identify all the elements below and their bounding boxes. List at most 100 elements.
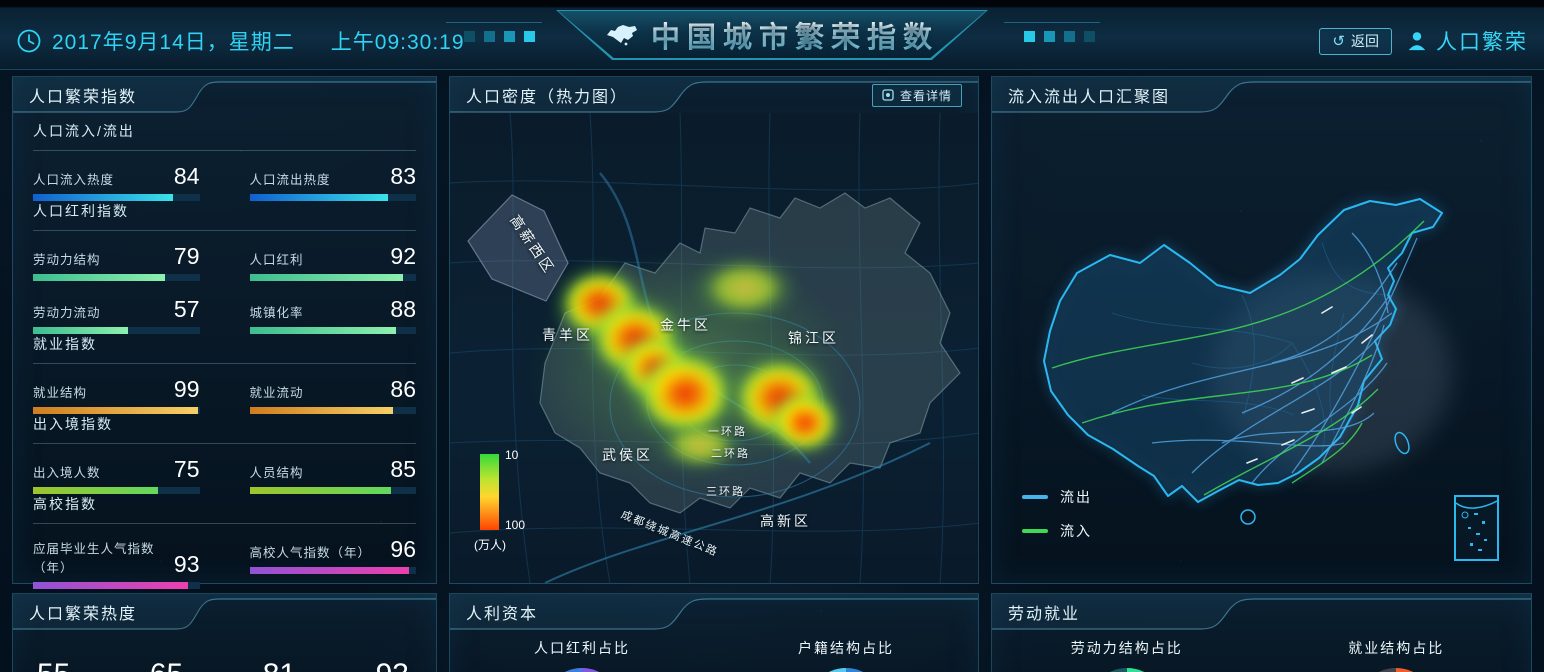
metric-value: 85	[390, 456, 416, 482]
flow-legend-item[interactable]: 流入	[1022, 521, 1092, 541]
metric-value: 86	[390, 376, 416, 402]
panel-head: 人利资本	[450, 594, 978, 630]
pie-chart-group: 户籍结构占比	[736, 638, 956, 672]
pie-chart[interactable]	[807, 668, 885, 672]
heat-value: 55	[37, 658, 70, 672]
header-time: 上午09:30:19	[330, 31, 465, 54]
road-label: 三环路	[706, 486, 745, 498]
panel-title: 人口繁荣指数	[29, 89, 138, 106]
header-deco-line-left	[446, 22, 542, 23]
metric-grid: 应届毕业生人气指数（年） 93 高校人气指数（年） 96	[33, 538, 416, 589]
metric-label: 劳动力流动	[33, 306, 101, 320]
metric-bar-track	[33, 274, 200, 281]
header-right-group: ↺ 返回 人口繁荣	[1319, 26, 1528, 56]
section-title: 人口红利指数	[33, 203, 129, 219]
view-detail-button[interactable]: 查看详情	[871, 83, 962, 107]
metric-label: 人员结构	[249, 466, 304, 480]
pie-chart[interactable]	[1087, 668, 1166, 672]
metric-label: 高校人气指数（年）	[249, 546, 372, 560]
metric: 人口红利 92	[249, 245, 416, 281]
metric: 城镇化率 88	[249, 296, 416, 334]
heat-blob-soft	[655, 418, 745, 473]
panel-prosperity-heat: 人口繁荣热度 55 65 81 93	[12, 593, 437, 672]
page-title: 中国城市繁荣指数	[651, 14, 939, 56]
panel-title: 劳动就业	[1008, 606, 1081, 623]
user-badge: 人口繁荣	[1406, 26, 1528, 56]
metric-value: 88	[390, 296, 416, 322]
pie-chart-label: 户籍结构占比	[798, 640, 894, 656]
metric-label: 人口流入热度	[33, 173, 115, 187]
metric-bar-fill	[33, 487, 158, 494]
top-header: 2017年9月14日，星期二 上午09:30:19 中国城市繁荣指数	[0, 0, 1544, 70]
panel-flow-map: 流入流出人口汇聚图	[991, 76, 1532, 584]
header-deco-squares-right	[1024, 31, 1095, 42]
panel-population-index: 人口繁荣指数 人口流入/流出 人口流入热度 84 人口流出热度 83 人口红利指数 劳动力结…	[12, 76, 437, 589]
panel-head: 人口繁荣指数	[13, 77, 436, 113]
title-banner: 中国城市繁荣指数	[556, 10, 988, 60]
metric-label: 人口红利	[249, 253, 304, 267]
section-divider	[33, 230, 416, 231]
metric-grid: 出入境人数 75 人员结构 85	[33, 458, 416, 494]
back-button[interactable]: ↺ 返回	[1319, 27, 1392, 55]
back-arrow-icon: ↺	[1332, 32, 1345, 50]
metric-bar-track	[33, 582, 200, 589]
pie-chart[interactable]	[543, 668, 621, 672]
legend-gradient-bar	[480, 454, 499, 530]
heat-blob-soft	[690, 253, 800, 323]
heat-value: 65	[150, 658, 183, 672]
metric-bar-track	[249, 567, 416, 574]
china-map-svg	[1043, 198, 1452, 525]
metric-bar-track	[249, 327, 416, 334]
panel-head: 劳动就业	[992, 594, 1531, 630]
header-deco-squares-left	[464, 31, 535, 42]
header-date: 2017年9月14日，星期二	[52, 31, 295, 54]
legend-min: 10	[505, 448, 519, 462]
metric-label: 就业流动	[249, 386, 304, 400]
index-section: 出入境指数出入境人数 75 人员结构 85	[33, 414, 416, 494]
metric-value: 99	[173, 376, 200, 402]
pie-chart-group: 人口红利占比	[472, 638, 692, 672]
metric: 出入境人数 75	[33, 458, 200, 494]
section-title: 出入境指数	[33, 416, 113, 432]
panel-head: 流入流出人口汇聚图	[992, 77, 1531, 113]
panel-human-capital: 人利资本 人口红利占比 户籍结构占比	[449, 593, 979, 672]
district-label: 金牛区	[660, 317, 711, 333]
panel-labor-employment: 劳动就业 劳动力结构占比 就业结构占比	[991, 593, 1532, 672]
metric-bar-fill	[249, 407, 393, 414]
metric-grid: 就业结构 99 就业流动 86	[33, 378, 416, 414]
section-title: 高校指数	[33, 496, 97, 512]
metric-label: 就业结构	[33, 386, 88, 400]
metric-bar-fill	[249, 194, 388, 201]
heat-blob	[762, 385, 847, 460]
index-section: 人口红利指数 劳动力结构 79 人口红利 92 劳动力流动 57 城镇化率 88	[33, 201, 416, 334]
legend-max: 100	[505, 518, 526, 532]
legend-label: 流入	[1060, 523, 1092, 539]
panel-title: 人利资本	[466, 606, 539, 623]
road-label: 二环路	[711, 448, 750, 460]
metric-bar-track	[249, 194, 416, 201]
pie-chart[interactable]	[1357, 668, 1436, 672]
section-title: 人口流入/流出	[33, 123, 135, 139]
detail-icon	[882, 89, 894, 101]
panel-title: 人口繁荣热度	[29, 606, 138, 623]
heat-value: 93	[376, 658, 409, 672]
metric-bar-track	[33, 194, 200, 201]
metric: 劳动力结构 79	[33, 245, 200, 281]
road-label: 一环路	[708, 426, 747, 438]
flow-legend-item[interactable]: 流出	[1022, 487, 1092, 507]
metric-grid: 劳动力结构 79 人口红利 92 劳动力流动 57 城镇化率 88	[33, 245, 416, 334]
metric-label: 应届毕业生人气指数（年）	[33, 542, 155, 575]
south-china-sea-inset	[1454, 495, 1499, 561]
china-flow-map[interactable]: 流出流入	[992, 113, 1531, 583]
metric-label: 出入境人数	[33, 466, 101, 480]
metric-bar-fill	[249, 327, 397, 334]
section-title: 就业指数	[33, 336, 97, 352]
metric: 人员结构 85	[249, 456, 416, 494]
metric-value: 79	[173, 243, 200, 269]
metric-bar-track	[249, 274, 416, 281]
district-label: 武侯区	[602, 447, 653, 463]
metric-bar-fill	[249, 274, 403, 281]
heatmap-area[interactable]: 高薪西区 青羊区 金牛区 锦江区 武侯区 高新区 一环路 二环路 三环路 成都绕…	[450, 113, 978, 583]
panel-head: 人口密度（热力图） 查看详情	[450, 77, 978, 113]
section-divider	[33, 363, 416, 364]
